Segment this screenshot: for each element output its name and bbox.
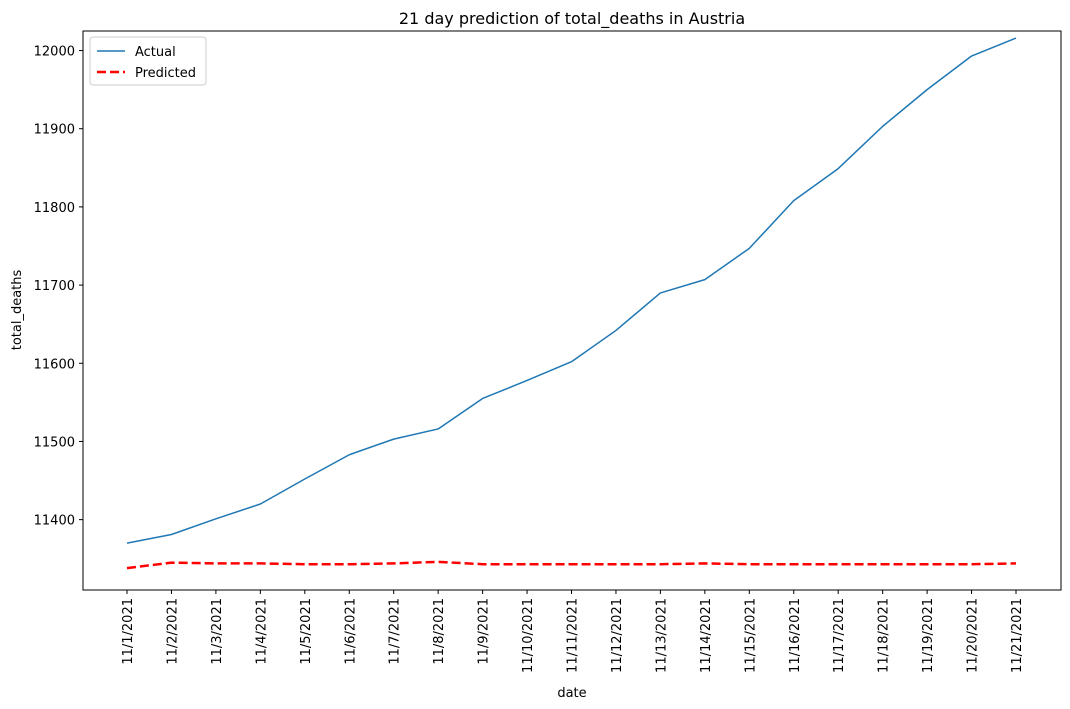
x-tick-label: 11/12/2021 bbox=[610, 598, 625, 673]
legend: Actual Predicted bbox=[89, 36, 207, 86]
series-line-predicted bbox=[126, 560, 1017, 570]
y-tick-label: 12000 bbox=[34, 45, 75, 60]
legend-label-actual: Actual bbox=[135, 45, 176, 60]
x-tick-label: 11/20/2021 bbox=[966, 598, 981, 673]
y-tick-label: 11400 bbox=[34, 514, 75, 529]
x-tick-label: 11/21/2021 bbox=[1010, 598, 1025, 673]
y-tick-label: 11600 bbox=[34, 357, 75, 372]
x-tick-label: 11/7/2021 bbox=[388, 598, 403, 665]
x-tick-label: 11/18/2021 bbox=[877, 598, 892, 673]
x-axis: 11/1/2021 11/2/2021 11/3/2021 11/4/2021 11/5… bbox=[121, 590, 1025, 673]
x-tick-label: 11/11/2021 bbox=[566, 598, 581, 673]
x-tick-label: 11/8/2021 bbox=[432, 598, 447, 665]
x-tick-label: 11/17/2021 bbox=[832, 598, 847, 673]
x-tick-label: 11/16/2021 bbox=[788, 598, 803, 673]
y-axis-label: total_deaths bbox=[10, 270, 25, 351]
x-axis-label: date bbox=[557, 686, 586, 701]
legend-label-predicted: Predicted bbox=[135, 66, 196, 81]
chart-title: 21 day prediction of total_deaths in Aus… bbox=[399, 9, 745, 29]
series-layer bbox=[126, 37, 1017, 570]
x-tick-label: 11/13/2021 bbox=[654, 598, 669, 673]
x-tick-label: 11/4/2021 bbox=[254, 598, 269, 665]
x-tick-label: 11/14/2021 bbox=[699, 598, 714, 673]
x-tick-label: 11/15/2021 bbox=[743, 598, 758, 673]
x-tick-label: 11/9/2021 bbox=[477, 598, 492, 665]
y-tick-label: 11900 bbox=[34, 123, 75, 138]
y-axis: 11400 11500 11600 11700 11800 11900 12000 bbox=[34, 45, 83, 529]
x-tick-label: 11/5/2021 bbox=[299, 598, 314, 665]
x-tick-label: 11/19/2021 bbox=[921, 598, 936, 673]
x-tick-label: 11/10/2021 bbox=[521, 598, 536, 673]
x-tick-label: 11/6/2021 bbox=[343, 598, 358, 665]
y-tick-label: 11800 bbox=[34, 201, 75, 216]
x-tick-label: 11/1/2021 bbox=[121, 598, 136, 665]
x-tick-label: 11/3/2021 bbox=[210, 598, 225, 665]
y-tick-label: 11700 bbox=[34, 279, 75, 294]
y-tick-label: 11500 bbox=[34, 435, 75, 450]
series-line-actual bbox=[126, 37, 1017, 544]
x-tick-label: 11/2/2021 bbox=[165, 598, 180, 665]
